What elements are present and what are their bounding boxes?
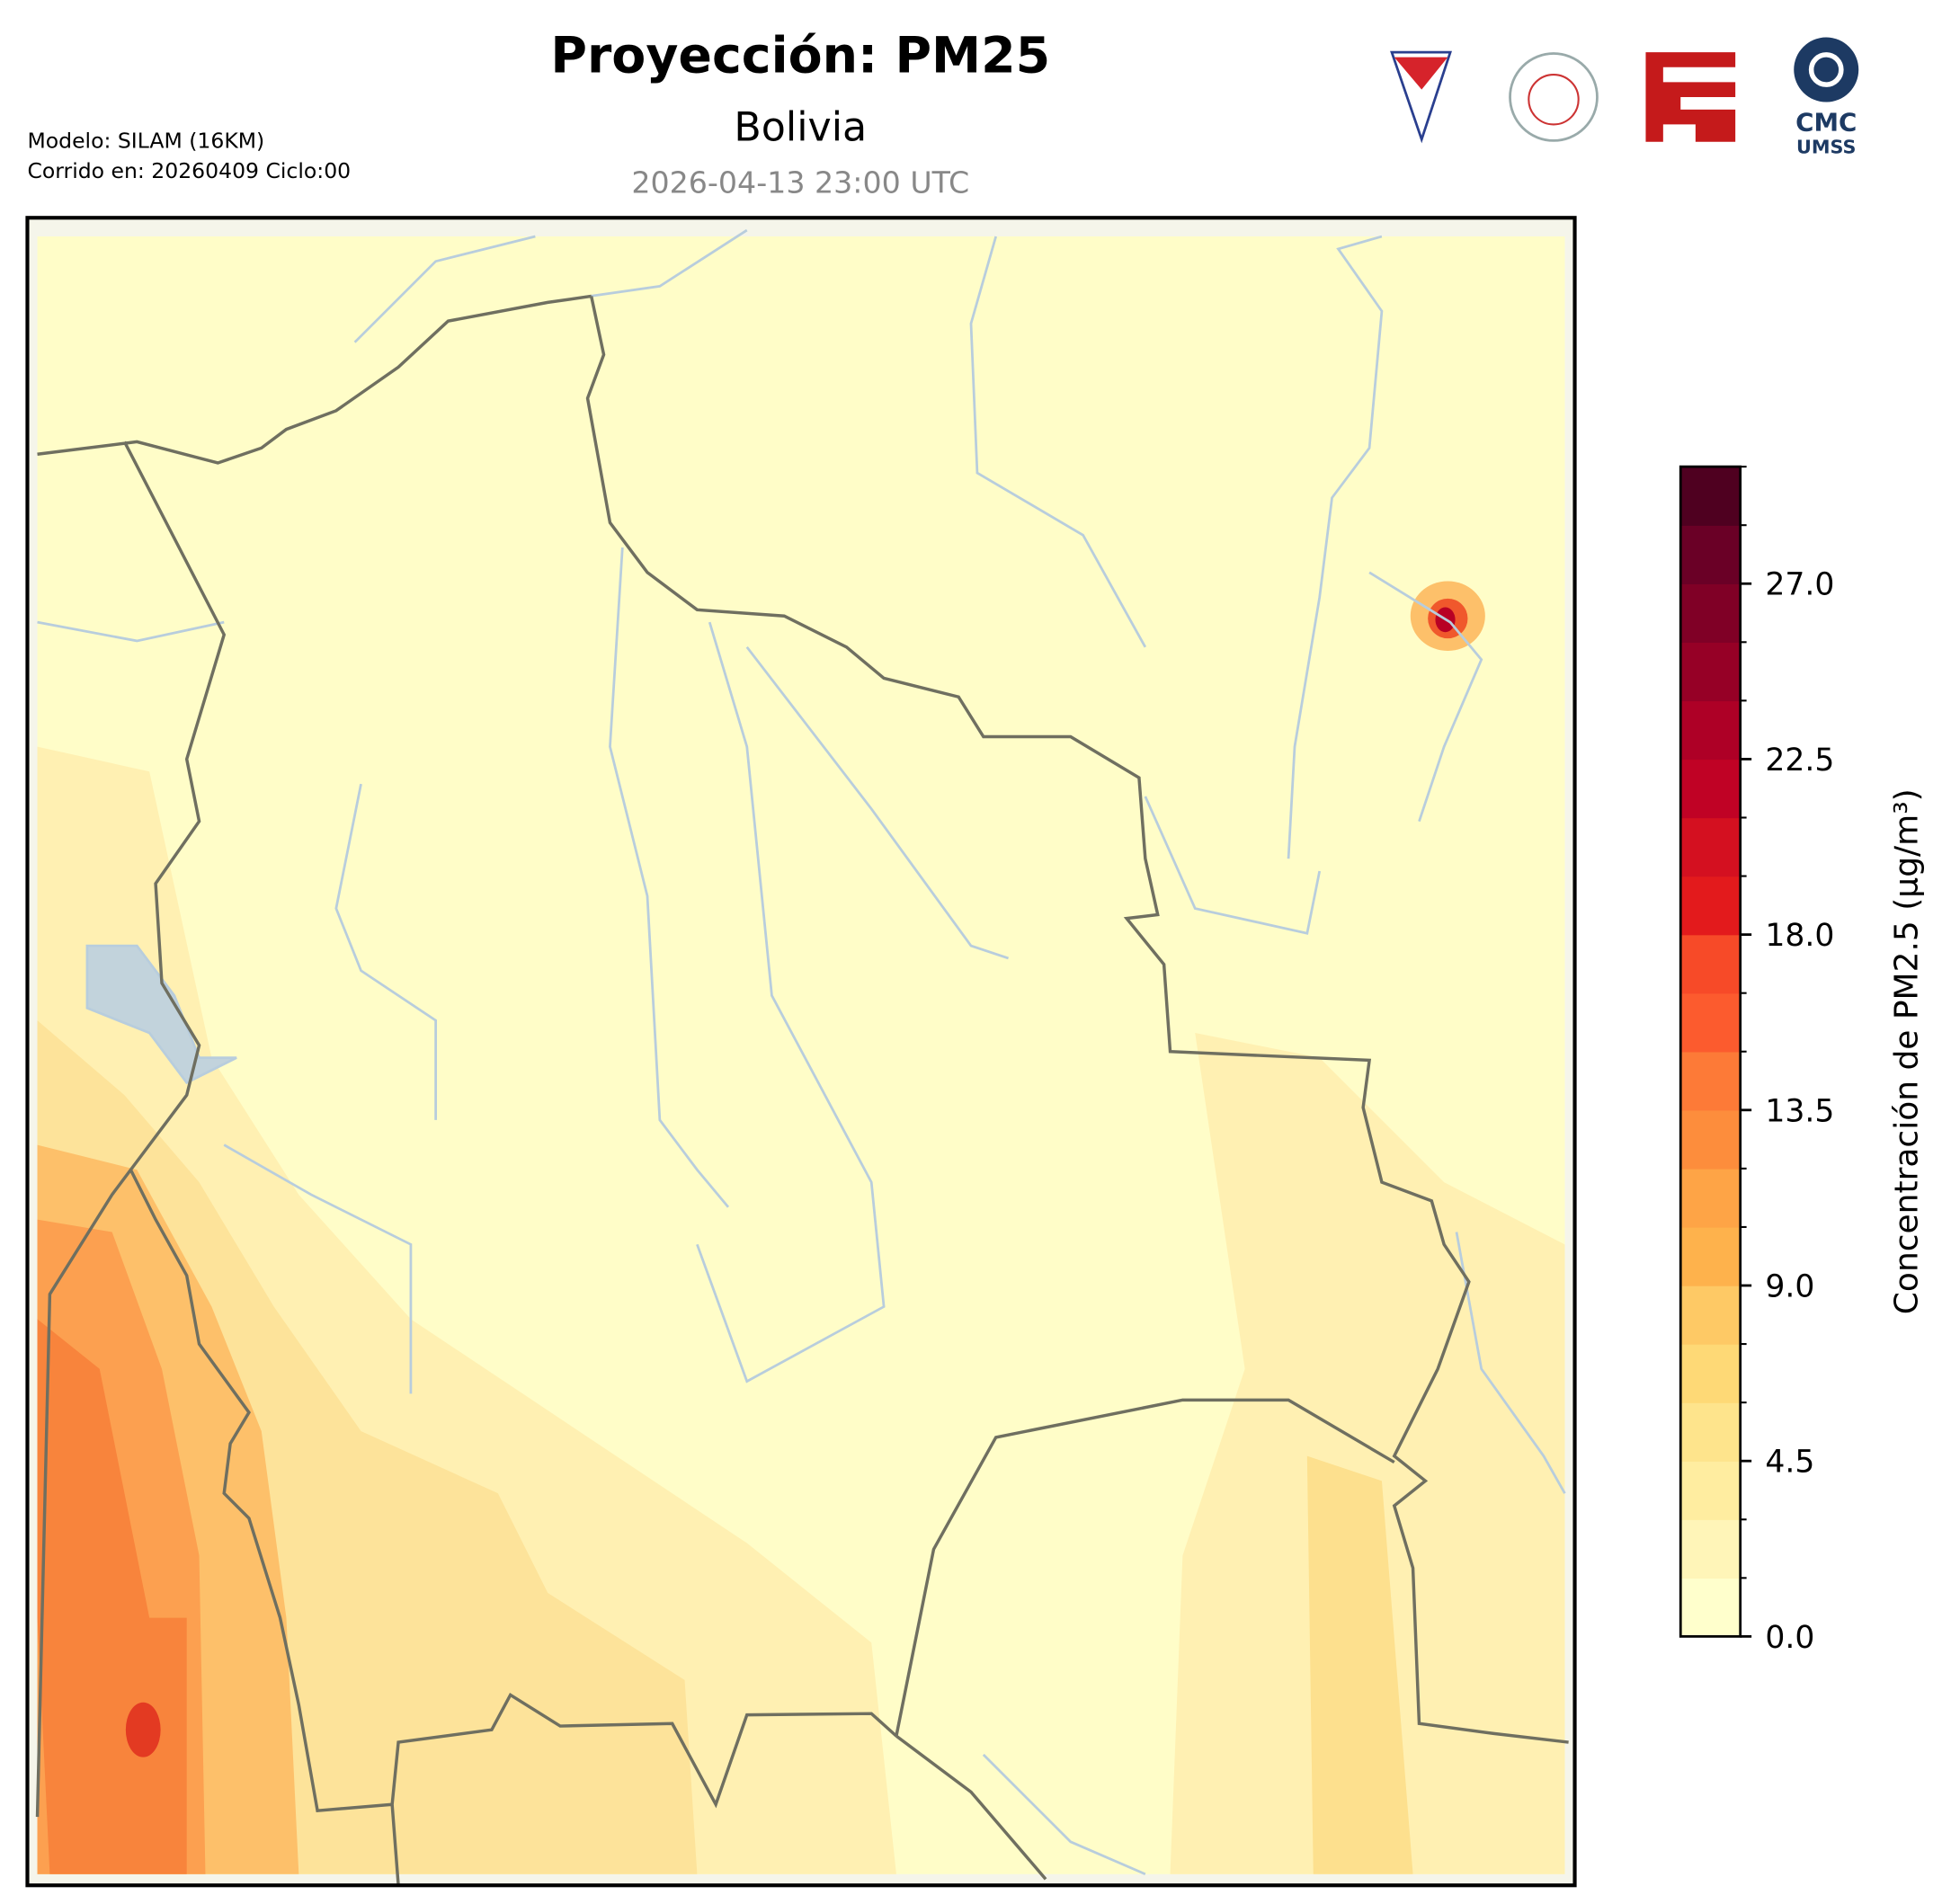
colorbar-segment <box>1680 1051 1741 1111</box>
colorbar-segment <box>1680 1461 1741 1520</box>
field-contour <box>1170 1032 1565 1874</box>
colorbar-segment <box>1680 1168 1741 1228</box>
colorbar-segment <box>1680 1109 1741 1170</box>
colorbar-segment <box>1680 1226 1741 1286</box>
logo-fisica <box>1509 52 1599 142</box>
logos: CMC UMSS <box>1390 37 1859 157</box>
colorbar-segment <box>1680 700 1741 761</box>
logo-cmc <box>1794 37 1859 102</box>
colorbar: 0.0 4.5 9.0 13.5 18.0 22.5 27.0 <box>1679 465 1834 1656</box>
colorbar-segment <box>1680 1578 1741 1638</box>
model-info: Modelo: SILAM (16KM) <box>27 129 264 154</box>
logo-umss-text: UMSS <box>1796 136 1856 157</box>
colorbar-segment <box>1680 817 1741 877</box>
logo-red <box>1645 52 1736 142</box>
colorbar-segment <box>1680 992 1741 1053</box>
colorbar-segment <box>1680 642 1741 702</box>
colorbar-tick-label: 18.0 <box>1765 918 1834 954</box>
subtitle: Bolivia <box>734 104 867 150</box>
title: Proyección: PM25 <box>550 27 1050 85</box>
colorbar-segment <box>1680 876 1741 936</box>
colorbar-segment <box>1680 525 1741 584</box>
logo-fisica-inner <box>1528 74 1580 126</box>
colorbar-tick-label: 0.0 <box>1765 1620 1814 1656</box>
colorbar-tick-label: 13.5 <box>1765 1093 1834 1129</box>
colorbar-segment <box>1680 1344 1741 1403</box>
colorbar-tick-label: 4.5 <box>1765 1445 1814 1481</box>
field-hotspot <box>125 1702 161 1757</box>
map <box>25 216 1577 1888</box>
logo-cmc-text: CMC <box>1795 107 1857 137</box>
valid-time: 2026-04-13 23:00 UTC <box>631 165 969 200</box>
logo-umss-red <box>1394 57 1448 90</box>
run-info: Corrido en: 20260409 Ciclo:00 <box>27 158 351 183</box>
logo-umss <box>1390 50 1452 144</box>
colorbar-segment <box>1680 1519 1741 1579</box>
colorbar-tick-label: 9.0 <box>1765 1268 1814 1304</box>
lake <box>85 944 237 1085</box>
colorbar-label: Concentración de PM2.5 (µg/m³) <box>1888 788 1925 1314</box>
map-frame <box>25 216 1577 1888</box>
colorbar-tick-label: 27.0 <box>1765 567 1834 603</box>
rivers <box>37 228 1566 1876</box>
colorbar-segment <box>1680 583 1741 643</box>
field-contour <box>1306 1455 1413 1874</box>
colorbar-segment <box>1680 934 1741 994</box>
borders <box>35 294 1569 1886</box>
colorbar-segment <box>1680 1402 1741 1462</box>
colorbar-segment <box>1680 1285 1741 1345</box>
logo-cmc-ring <box>1808 52 1844 87</box>
colorbar-segment <box>1680 759 1741 819</box>
colorbar-segment <box>1680 467 1741 526</box>
colorbar-tick-label: 22.5 <box>1765 743 1834 779</box>
